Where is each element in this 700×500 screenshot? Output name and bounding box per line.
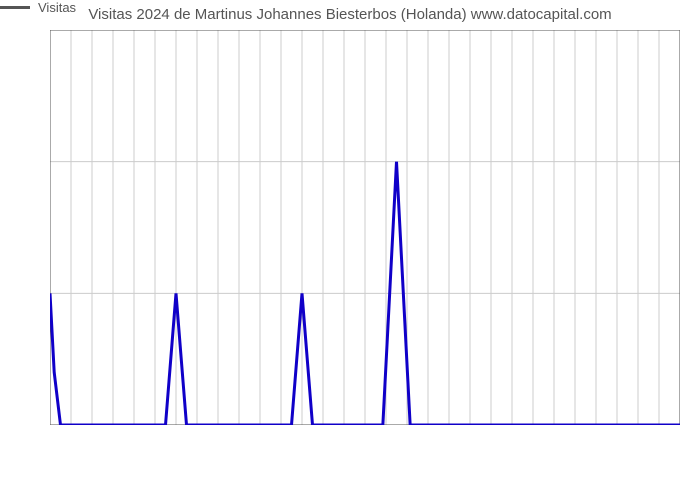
chart-title: Visitas 2024 de Martinus Johannes Bieste… xyxy=(0,6,700,23)
chart-plot xyxy=(50,30,680,425)
chart-container: Visitas 2024 de Martinus Johannes Bieste… xyxy=(0,0,700,500)
legend-swatch xyxy=(0,6,30,9)
legend-label: Visitas xyxy=(38,0,76,15)
chart-legend: Visitas xyxy=(0,0,76,15)
